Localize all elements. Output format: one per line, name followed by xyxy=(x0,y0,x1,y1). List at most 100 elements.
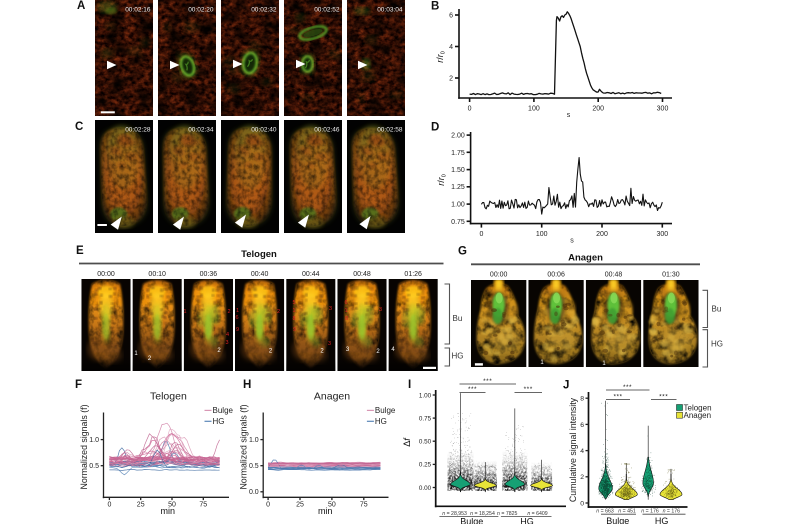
svg-text:Anagen: Anagen xyxy=(568,253,603,264)
svg-text:E: E xyxy=(76,245,84,257)
svg-text:min: min xyxy=(161,506,176,516)
svg-text:300: 300 xyxy=(657,106,669,113)
svg-text:C: C xyxy=(75,121,83,133)
svg-text:Anagen: Anagen xyxy=(314,391,350,403)
svg-text:6: 6 xyxy=(235,315,238,321)
svg-text:***: *** xyxy=(483,378,492,385)
svg-text:6: 6 xyxy=(344,300,347,306)
svg-text:00:48: 00:48 xyxy=(353,271,371,278)
svg-text:00:03:04: 00:03:04 xyxy=(377,7,403,14)
svg-text:4: 4 xyxy=(391,347,395,353)
svg-text:75: 75 xyxy=(360,502,368,509)
svg-text:0.75: 0.75 xyxy=(451,219,465,226)
svg-text:0: 0 xyxy=(107,502,111,509)
svg-text:3: 3 xyxy=(379,307,382,313)
svg-text:s: s xyxy=(567,112,571,119)
svg-text:***: *** xyxy=(524,386,533,393)
svg-text:0: 0 xyxy=(580,500,584,507)
svg-text:0: 0 xyxy=(479,231,483,238)
svg-text:n = 176: n = 176 xyxy=(641,509,659,515)
svg-text:1.50: 1.50 xyxy=(451,167,465,174)
svg-text:4: 4 xyxy=(226,332,229,338)
svg-text:n = 28,953: n = 28,953 xyxy=(442,511,467,517)
svg-text:100: 100 xyxy=(528,106,540,113)
svg-text:00:02:20: 00:02:20 xyxy=(188,7,214,14)
svg-text:3: 3 xyxy=(346,347,350,353)
svg-text:00:44: 00:44 xyxy=(302,271,320,278)
svg-text:00:02:34: 00:02:34 xyxy=(188,127,214,134)
svg-text:0.25: 0.25 xyxy=(419,462,432,469)
svg-text:4: 4 xyxy=(449,44,453,51)
svg-text:00:00: 00:00 xyxy=(490,272,508,279)
svg-text:2: 2 xyxy=(269,349,273,355)
svg-text:00:48: 00:48 xyxy=(605,272,623,279)
svg-text:D: D xyxy=(431,122,439,134)
svg-text:B: B xyxy=(431,1,439,13)
svg-text:1.0: 1.0 xyxy=(249,437,259,444)
svg-text:s: s xyxy=(570,238,574,245)
svg-text:3: 3 xyxy=(225,340,228,346)
svg-text:I: I xyxy=(408,379,411,391)
svg-text:Bulge: Bulge xyxy=(375,406,396,415)
svg-text:0: 0 xyxy=(266,502,270,509)
svg-text:3: 3 xyxy=(328,341,331,347)
svg-text:8: 8 xyxy=(345,316,348,322)
svg-text:75: 75 xyxy=(199,502,207,509)
svg-text:HG: HG xyxy=(213,417,225,426)
svg-text:00:02:28: 00:02:28 xyxy=(125,127,151,134)
svg-text:n = 176: n = 176 xyxy=(663,509,681,515)
svg-text:1: 1 xyxy=(292,308,295,314)
svg-text:5: 5 xyxy=(292,300,295,306)
svg-text:Anagen: Anagen xyxy=(684,411,712,420)
svg-text:00:02:58: 00:02:58 xyxy=(377,127,403,134)
svg-text:Telogen: Telogen xyxy=(241,249,277,260)
svg-text:***: *** xyxy=(623,384,632,391)
svg-text:0.5: 0.5 xyxy=(89,463,99,470)
svg-text:8: 8 xyxy=(580,396,584,403)
svg-text:n = 451: n = 451 xyxy=(618,509,636,515)
svg-text:00:36: 00:36 xyxy=(200,271,218,278)
svg-text:6: 6 xyxy=(449,13,453,20)
svg-text:Normalized signals (f): Normalized signals (f) xyxy=(79,404,89,489)
svg-text:***: *** xyxy=(659,393,668,400)
svg-text:Bulge: Bulge xyxy=(606,516,629,524)
svg-text:2: 2 xyxy=(217,348,221,354)
svg-text:HG: HG xyxy=(375,417,387,426)
svg-text:n = 663: n = 663 xyxy=(596,509,614,515)
svg-text:01:26: 01:26 xyxy=(404,271,422,278)
svg-text:3: 3 xyxy=(329,306,332,312)
svg-text:***: *** xyxy=(468,386,477,393)
svg-text:2: 2 xyxy=(320,349,324,355)
svg-text:2: 2 xyxy=(227,309,230,315)
svg-text:Cumulative signal intensity: Cumulative signal intensity xyxy=(568,397,578,502)
svg-text:1.75: 1.75 xyxy=(451,150,465,157)
svg-text:0.0: 0.0 xyxy=(249,489,259,496)
svg-text:1: 1 xyxy=(134,351,138,357)
svg-text:8: 8 xyxy=(292,316,295,322)
svg-text:0.75: 0.75 xyxy=(419,415,432,422)
svg-text:1.00: 1.00 xyxy=(451,202,465,209)
svg-text:1: 1 xyxy=(540,360,544,366)
svg-text:00:00: 00:00 xyxy=(97,271,115,278)
svg-text:0.00: 0.00 xyxy=(419,485,432,492)
svg-text:J: J xyxy=(563,380,569,392)
svg-text:***: *** xyxy=(613,393,622,400)
svg-text:r/r0: r/r0 xyxy=(436,174,448,186)
svg-text:9: 9 xyxy=(236,327,239,333)
svg-text:1: 1 xyxy=(602,361,606,367)
svg-text:1: 1 xyxy=(236,308,239,314)
svg-text:00:02:40: 00:02:40 xyxy=(251,127,277,134)
svg-text:2.00: 2.00 xyxy=(451,133,465,140)
svg-text:2: 2 xyxy=(376,349,380,355)
svg-text:2: 2 xyxy=(580,474,584,481)
svg-text:50: 50 xyxy=(328,502,336,509)
svg-text:Telogen: Telogen xyxy=(150,391,187,403)
svg-text:1.0: 1.0 xyxy=(89,437,99,444)
svg-text:G: G xyxy=(458,246,467,258)
svg-text:00:02:52: 00:02:52 xyxy=(314,7,340,14)
svg-text:HG: HG xyxy=(520,517,534,525)
svg-text:1.00: 1.00 xyxy=(419,392,432,399)
svg-text:0.5: 0.5 xyxy=(249,463,259,470)
svg-text:2: 2 xyxy=(449,76,453,83)
svg-text:Telogen: Telogen xyxy=(684,403,712,412)
